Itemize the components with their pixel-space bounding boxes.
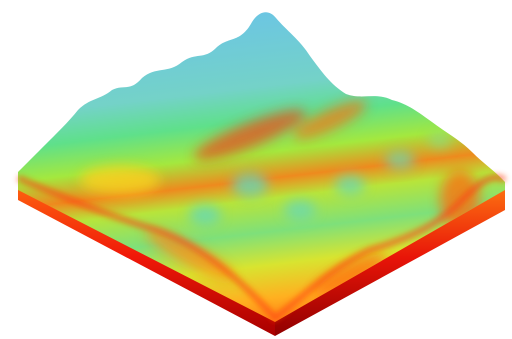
surface bbox=[0, 0, 512, 339]
terrain-render bbox=[0, 0, 512, 339]
page: {} bbox=[0, 0, 512, 339]
